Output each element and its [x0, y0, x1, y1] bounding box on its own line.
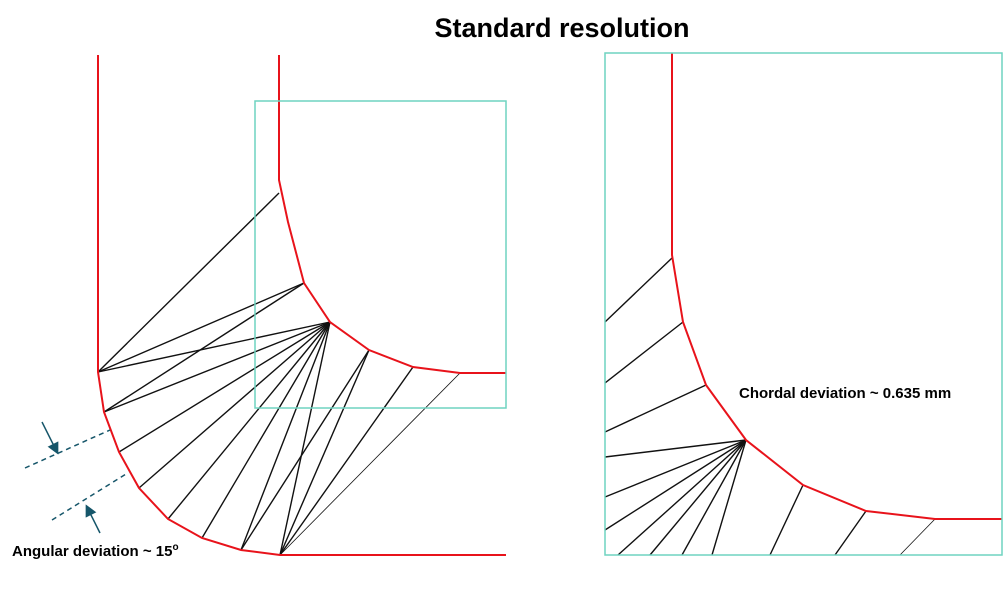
right-figure: Chordal deviation ~ 0.635 mm — [604, 52, 1003, 556]
title: Standard resolution — [434, 13, 689, 43]
chordal-label: Chordal deviation ~ 0.635 mm — [739, 385, 951, 402]
angular-label: Angular deviation ~ 15o — [12, 542, 179, 560]
left-figure: Angular deviation ~ 15o — [12, 55, 507, 560]
angular-text: Angular deviation ~ 15 — [12, 543, 172, 560]
angular-superscript: o — [172, 542, 178, 553]
